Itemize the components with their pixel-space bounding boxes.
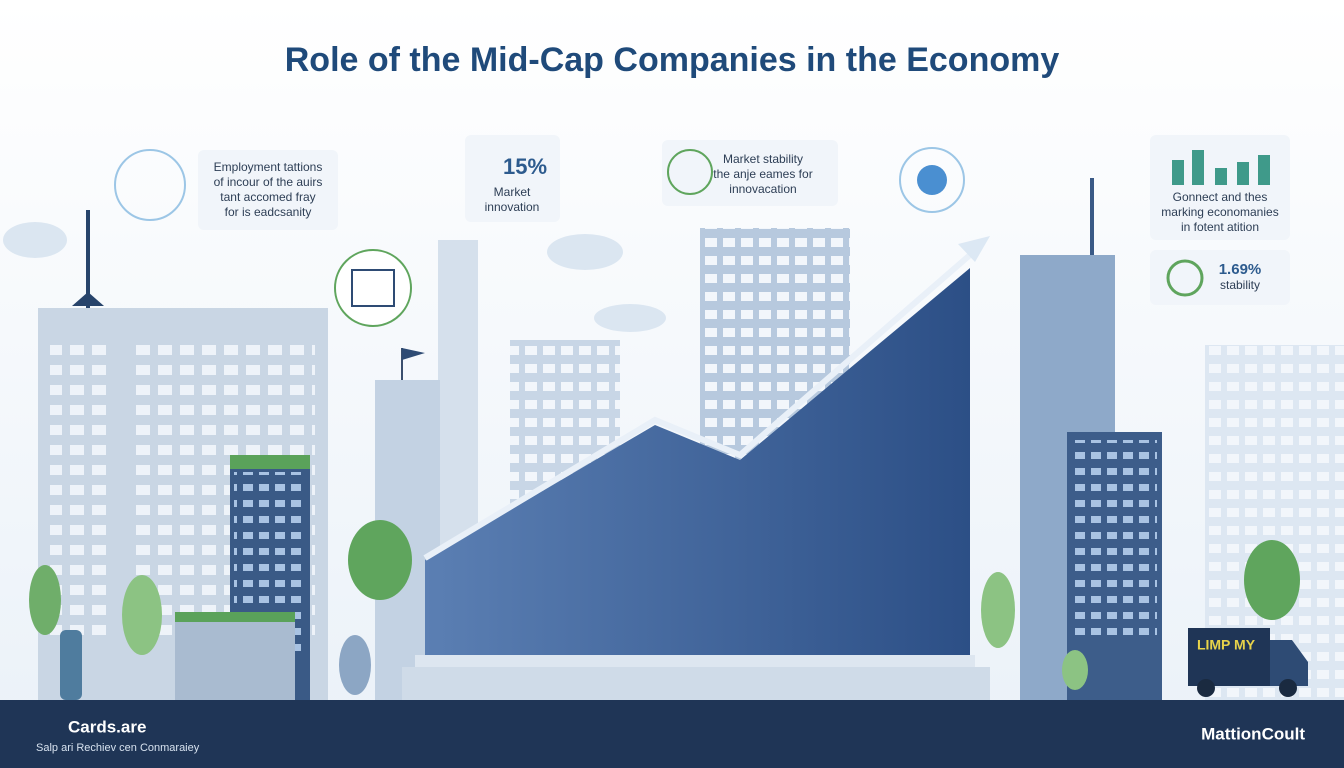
callout-line: in fotent atition — [1181, 220, 1259, 234]
footer-brand: Cards.are — [68, 717, 146, 736]
callout-line: tant accomed fray — [220, 190, 315, 204]
callout-line: innovation — [485, 200, 540, 214]
callout-line: Market — [494, 185, 531, 199]
callout-line: stability — [1220, 278, 1260, 292]
callout-line: innovacation — [729, 182, 796, 196]
footer — [0, 700, 1344, 768]
truck: LIMP MY — [1188, 628, 1308, 697]
footer-credit: MattionCoult — [1201, 724, 1305, 743]
callout-line: for is eadcsanity — [225, 205, 312, 219]
callout-figure: 1.69% — [1219, 261, 1262, 278]
title: Role of the Mid-Cap Companies in the Eco… — [285, 41, 1060, 79]
callout-line: Gonnect and thes — [1173, 190, 1268, 204]
callout-line: Market stability — [723, 152, 803, 166]
callout-line: Employment tattions — [214, 160, 323, 174]
truck-label: LIMP MY — [1197, 637, 1256, 653]
callout-line: marking economanies — [1161, 205, 1278, 219]
footer-tagline: Salp ari Rechiev cen Conmaraiey — [36, 742, 200, 754]
callout-line: the anje eames for — [713, 167, 812, 181]
clouds — [3, 222, 666, 332]
callout-line: of incour of the auirs — [214, 175, 323, 189]
callouts — [114, 135, 1290, 327]
growth-illustration — [402, 236, 990, 700]
trees — [29, 520, 1300, 700]
callout-figure: 15% — [503, 154, 547, 179]
